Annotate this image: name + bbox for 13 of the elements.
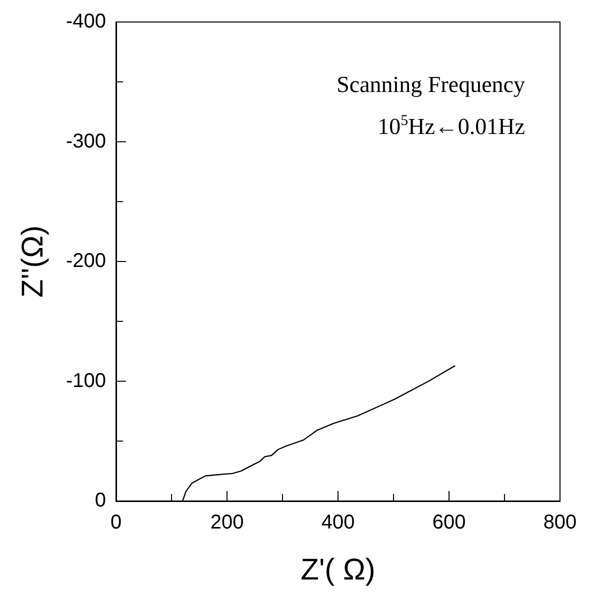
y-tick-label: 0 — [94, 490, 106, 512]
x-tick-label: 200 — [210, 512, 244, 534]
x-axis-title: Z'( Ω) — [300, 553, 376, 586]
y-tick-label: -100 — [66, 370, 106, 392]
x-tick-label: 800 — [543, 512, 577, 534]
x-tick-label: 0 — [110, 512, 122, 534]
x-tick-label: 600 — [432, 512, 466, 534]
y-tick-label: -400 — [66, 10, 106, 33]
y-tick-label: -300 — [66, 130, 106, 152]
y-axis-title: Z''(Ω) — [16, 225, 50, 298]
x-tick-label: 400 — [321, 512, 355, 534]
annotation: Scanning Frequency — [336, 72, 526, 97]
y-tick-label: -200 — [66, 250, 106, 272]
